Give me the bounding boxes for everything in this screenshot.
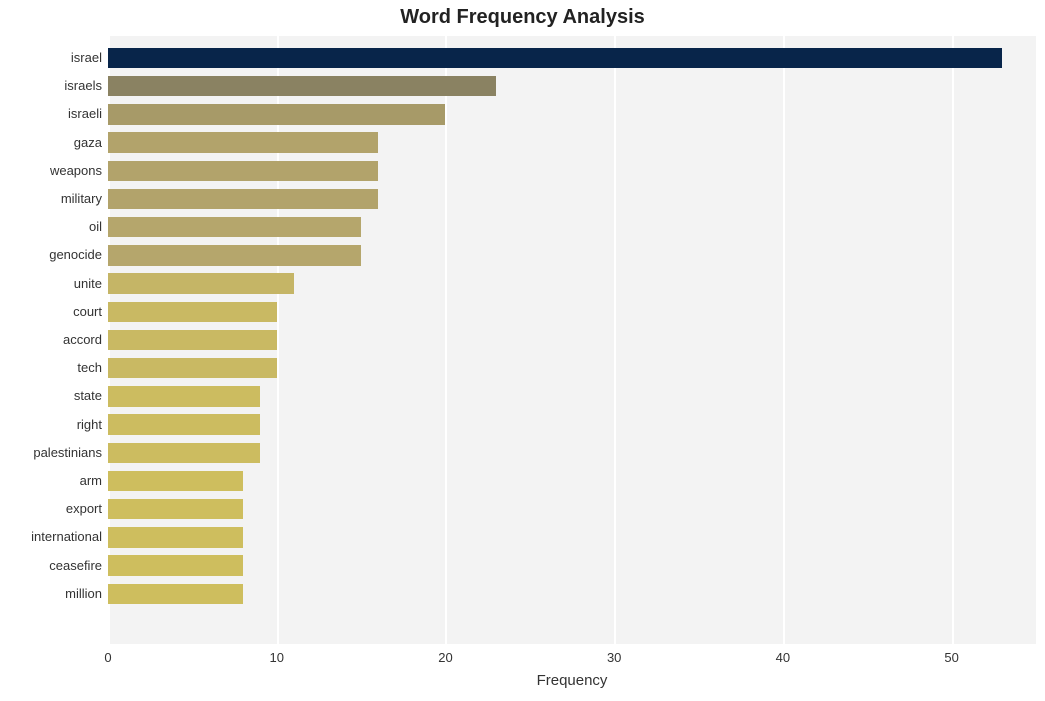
bar-palestinians — [108, 443, 260, 463]
bar-israel — [108, 48, 1002, 68]
bar-genocide — [108, 245, 361, 265]
x-tick: 50 — [944, 650, 958, 665]
y-label: unite — [74, 276, 102, 291]
bar-export — [108, 499, 243, 519]
y-label: weapons — [50, 163, 102, 178]
plot-row-band — [108, 580, 1036, 608]
plot-row-band — [108, 467, 1036, 495]
bar-gaza — [108, 132, 378, 152]
bar-ceasefire — [108, 555, 243, 575]
y-label: right — [77, 417, 102, 432]
y-label: export — [66, 501, 102, 516]
gridline — [277, 36, 279, 644]
chart-title: Word Frequency Analysis — [0, 6, 1045, 29]
x-tick: 30 — [607, 650, 621, 665]
y-label: court — [73, 304, 102, 319]
gridline — [952, 36, 954, 644]
plot-row-band — [108, 495, 1036, 523]
y-label: military — [61, 191, 102, 206]
plot-row-band — [108, 551, 1036, 579]
x-tick: 40 — [776, 650, 790, 665]
bar-million — [108, 584, 243, 604]
gridline — [445, 36, 447, 644]
bar-oil — [108, 217, 361, 237]
y-label: ceasefire — [49, 558, 102, 573]
y-label: million — [65, 586, 102, 601]
plot-area — [108, 36, 1036, 644]
bar-arm — [108, 471, 243, 491]
y-label: israel — [71, 50, 102, 65]
y-label: tech — [77, 360, 102, 375]
gridline — [614, 36, 616, 644]
y-label: gaza — [74, 135, 102, 150]
x-tick: 10 — [269, 650, 283, 665]
y-label: arm — [80, 473, 102, 488]
bar-unite — [108, 273, 294, 293]
bar-right — [108, 414, 260, 434]
bar-state — [108, 386, 260, 406]
y-label: palestinians — [33, 445, 102, 460]
y-label: israeli — [68, 106, 102, 121]
bar-accord — [108, 330, 277, 350]
y-label: israels — [64, 78, 102, 93]
bar-international — [108, 527, 243, 547]
x-tick: 20 — [438, 650, 452, 665]
bar-israels — [108, 76, 496, 96]
bar-court — [108, 302, 277, 322]
bar-military — [108, 189, 378, 209]
y-label: accord — [63, 332, 102, 347]
y-label: genocide — [49, 247, 102, 262]
y-label: international — [31, 529, 102, 544]
x-tick: 0 — [104, 650, 111, 665]
bar-israeli — [108, 104, 445, 124]
bar-weapons — [108, 161, 378, 181]
bar-tech — [108, 358, 277, 378]
gridline — [783, 36, 785, 644]
x-axis-label: Frequency — [108, 672, 1036, 689]
plot-row-band — [108, 523, 1036, 551]
y-label: oil — [89, 219, 102, 234]
y-label: state — [74, 388, 102, 403]
word-frequency-chart: Word Frequency Analysis Frequency israel… — [0, 0, 1045, 701]
